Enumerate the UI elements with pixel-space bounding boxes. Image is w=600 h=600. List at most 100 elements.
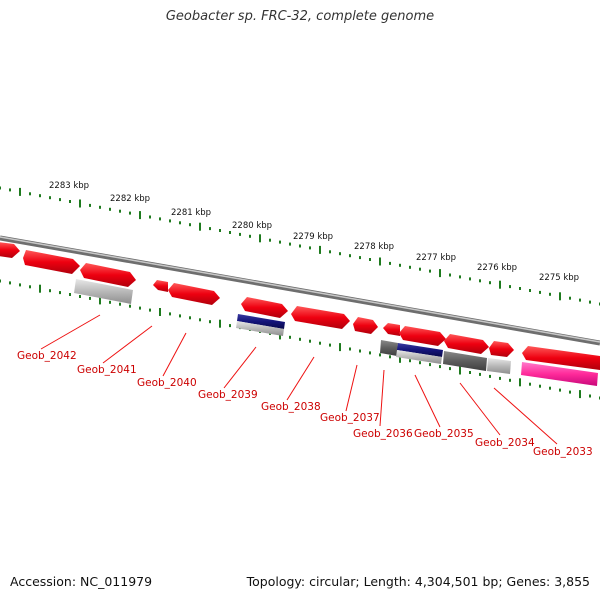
gene-arrow[interactable] xyxy=(353,317,378,334)
cog-box[interactable] xyxy=(236,321,284,336)
gene-label[interactable]: Geob_2038 xyxy=(261,401,321,413)
minor-tick xyxy=(169,312,171,316)
minor-tick xyxy=(519,287,521,290)
minor-tick xyxy=(0,186,1,190)
scale-label: 2283 kbp xyxy=(49,181,89,191)
minor-tick xyxy=(429,363,431,367)
minor-tick xyxy=(199,318,201,322)
cog-box[interactable] xyxy=(396,350,442,364)
minor-tick xyxy=(369,258,371,261)
minor-tick xyxy=(139,306,141,310)
scale-label: 2279 kbp xyxy=(293,232,333,242)
minor-tick xyxy=(589,394,591,398)
gene-label[interactable]: Geob_2034 xyxy=(475,437,535,449)
gene-arrow[interactable] xyxy=(241,297,288,318)
minor-tick xyxy=(349,347,351,351)
major-tick xyxy=(559,292,561,301)
minor-tick xyxy=(69,293,71,296)
cog-box[interactable] xyxy=(237,314,285,329)
cog-box[interactable] xyxy=(521,362,598,386)
map-title: Geobacter sp. FRC-32, complete genome xyxy=(165,9,435,24)
minor-tick xyxy=(449,273,451,277)
gene-arrow[interactable] xyxy=(444,334,489,354)
minor-tick xyxy=(279,240,281,244)
gene-label[interactable]: Geob_2039 xyxy=(198,389,258,401)
minor-tick xyxy=(149,215,151,219)
minor-tick xyxy=(429,269,431,273)
minor-tick xyxy=(69,200,71,203)
accession-text: Accession: NC_011979 xyxy=(10,574,153,589)
cog-box[interactable] xyxy=(74,279,133,304)
minor-tick xyxy=(229,324,231,328)
scale-label: 2278 kbp xyxy=(354,242,394,252)
gene-label[interactable]: Geob_2036 xyxy=(353,428,413,440)
minor-tick xyxy=(359,256,361,260)
minor-tick xyxy=(489,281,491,285)
major-tick xyxy=(319,245,321,254)
minor-tick xyxy=(509,285,511,289)
gene-labels: Geob_2042 Geob_2041 Geob_2040 Geob_2039 … xyxy=(17,350,593,458)
minor-tick xyxy=(469,371,471,374)
gene-label[interactable]: Geob_2041 xyxy=(77,364,137,376)
cog-box[interactable] xyxy=(397,343,443,357)
gene-label[interactable]: Geob_2042 xyxy=(17,350,77,362)
minor-tick xyxy=(119,302,121,306)
minor-tick xyxy=(309,339,311,343)
minor-tick xyxy=(329,250,331,254)
major-tick xyxy=(459,366,461,375)
cog-box[interactable] xyxy=(443,351,487,371)
minor-tick xyxy=(289,335,291,339)
minor-tick xyxy=(459,275,461,279)
minor-tick xyxy=(269,238,271,242)
minor-tick xyxy=(49,196,51,200)
label-leaders xyxy=(40,314,558,445)
minor-tick xyxy=(489,374,491,378)
scale-label: 2281 kbp xyxy=(171,208,211,218)
minor-tick xyxy=(439,365,441,369)
minor-tick xyxy=(449,367,451,371)
major-tick xyxy=(19,187,21,196)
gene-arrow[interactable] xyxy=(383,323,400,336)
gene-arrow[interactable] xyxy=(168,283,220,305)
cog-box[interactable] xyxy=(380,340,398,356)
major-tick xyxy=(159,308,161,316)
minor-tick xyxy=(209,320,211,324)
gene-arrow[interactable] xyxy=(153,280,168,292)
minor-tick xyxy=(539,384,541,388)
gene-label[interactable]: Geob_2037 xyxy=(320,412,380,424)
gene-arrow[interactable] xyxy=(522,346,600,370)
minor-tick xyxy=(0,279,1,283)
minor-tick xyxy=(239,232,241,236)
major-tick xyxy=(99,296,101,305)
gene-arrow[interactable] xyxy=(399,326,446,346)
minor-tick xyxy=(109,300,111,304)
scale-ticks-outer xyxy=(0,186,600,306)
minor-tick xyxy=(479,279,481,283)
leader-line xyxy=(493,387,558,445)
cog-box[interactable] xyxy=(487,358,511,374)
minor-tick xyxy=(319,341,321,345)
major-tick xyxy=(499,280,501,289)
gene-label[interactable]: Geob_2040 xyxy=(137,377,197,389)
major-tick xyxy=(199,222,201,231)
gene-arrow[interactable] xyxy=(291,306,350,329)
minor-tick xyxy=(59,198,61,202)
scale-ticks-inner xyxy=(0,279,600,400)
gene-arrows xyxy=(0,242,600,370)
major-tick xyxy=(399,354,401,363)
gene-arrow[interactable] xyxy=(80,263,136,287)
scale-label: 2282 kbp xyxy=(110,194,150,204)
gene-label[interactable]: Geob_2035 xyxy=(414,428,474,440)
minor-tick xyxy=(369,351,371,355)
minor-tick xyxy=(499,376,501,380)
minor-tick xyxy=(299,244,301,248)
leader-line xyxy=(345,364,358,412)
gene-arrow[interactable] xyxy=(0,242,20,258)
minor-tick xyxy=(29,192,31,196)
genome-backbone-highlight xyxy=(0,236,600,343)
gene-arrow[interactable] xyxy=(489,341,514,357)
leader-line xyxy=(414,374,441,428)
gene-label[interactable]: Geob_2033 xyxy=(533,446,593,458)
minor-tick xyxy=(209,227,211,231)
gene-arrow[interactable] xyxy=(23,250,80,274)
